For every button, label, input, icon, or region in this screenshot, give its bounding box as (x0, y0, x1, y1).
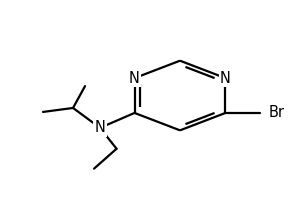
Text: N: N (129, 71, 140, 86)
Text: Br: Br (268, 105, 284, 120)
Text: N: N (94, 120, 106, 135)
Text: N: N (220, 71, 231, 86)
